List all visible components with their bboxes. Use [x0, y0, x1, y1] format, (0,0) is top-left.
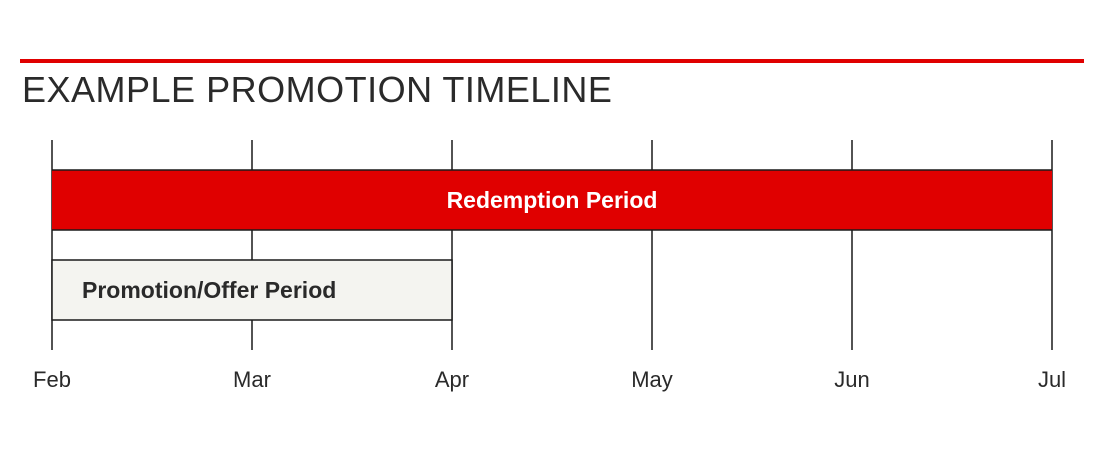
redemption-period-label: Redemption Period	[447, 187, 658, 213]
month-labels: Feb Mar Apr May Jun Jul	[33, 367, 1066, 392]
month-label-apr: Apr	[435, 367, 469, 392]
title-rule	[20, 59, 1084, 63]
chart-title: EXAMPLE PROMOTION TIMELINE	[22, 69, 613, 110]
month-label-mar: Mar	[233, 367, 271, 392]
month-label-jul: Jul	[1038, 367, 1066, 392]
month-label-may: May	[631, 367, 673, 392]
promotion-offer-period-bar	[51, 259, 453, 321]
redemption-period-bar	[52, 170, 1052, 230]
month-label-feb: Feb	[33, 367, 71, 392]
period-bars: Redemption Period Promotion/Offer Period	[51, 169, 1052, 321]
month-label-jun: Jun	[834, 367, 869, 392]
promotion-offer-period-label: Promotion/Offer Period	[82, 277, 336, 303]
